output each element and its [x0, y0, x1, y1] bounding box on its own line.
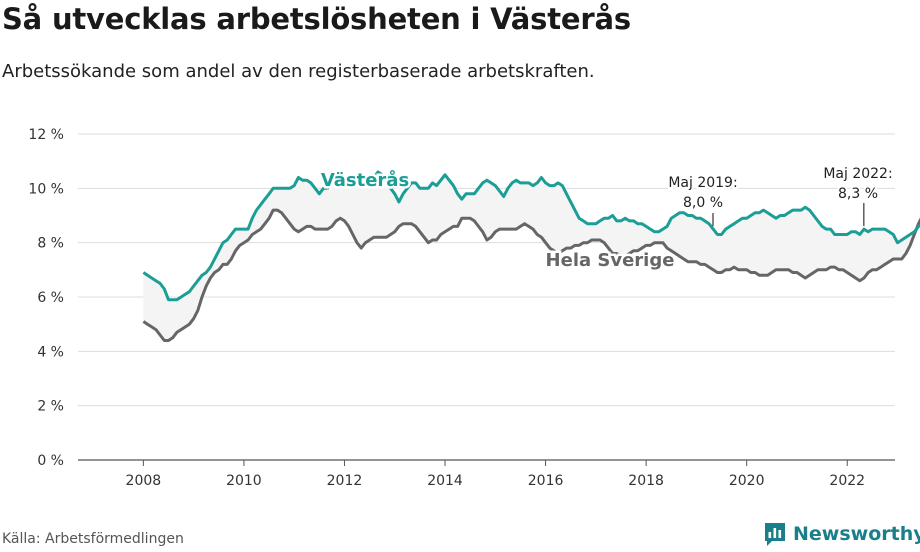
bar-chart-icon — [765, 523, 785, 546]
x-tick-label: 2014 — [427, 473, 463, 489]
brand-name: Newsworthy — [793, 523, 920, 545]
y-tick-label: 0 % — [37, 453, 64, 469]
annotation-maj2022-line1: Maj 2022: — [823, 166, 892, 182]
y-axis: 0 % 2 % 4 % 6 % 8 % 10 % 12 % — [28, 127, 64, 469]
vasteras-label: Västerås — [321, 169, 409, 191]
brand-logo: Newsworthy — [763, 519, 920, 549]
series-labels: Västerås Hela Sverige — [318, 167, 677, 274]
x-tick-label: 2010 — [226, 473, 262, 489]
x-tick-label: 2012 — [327, 473, 363, 489]
series-line-hela-sverige — [142, 208, 920, 342]
line-chart: 2008 2010 2012 2014 2016 2018 2020 2022 0 % 2 % 4… — [28, 127, 920, 489]
series-line-vasteras — [142, 170, 920, 302]
x-tick-label: 2018 — [628, 473, 664, 489]
x-axis: 2008 2010 2012 2014 2016 2018 2020 2022 — [126, 460, 865, 489]
series-lines — [142, 170, 920, 342]
difference-area — [143, 172, 920, 341]
source-note: Källa: Arbetsförmedlingen — [2, 531, 184, 547]
x-tick-label: 2022 — [829, 473, 865, 489]
y-tick-label: 8 % — [37, 236, 64, 252]
chart-subtitle: Arbetssökande som andel av den registerb… — [2, 61, 595, 82]
chart-title: Så utvecklas arbetslösheten i Västerås — [2, 2, 631, 36]
annotation-maj2019-line1: Maj 2019: — [668, 175, 737, 191]
y-tick-label: 2 % — [37, 399, 64, 415]
annotations: Maj 2019: 8,0 % Maj 2022: 8,3 % — [666, 164, 895, 227]
annotation-maj2019-line2: 8,0 % — [683, 195, 723, 211]
x-tick-label: 2016 — [528, 473, 564, 489]
annotation-maj2022-line2: 8,3 % — [838, 186, 878, 202]
x-tick-label: 2020 — [729, 473, 765, 489]
y-tick-label: 6 % — [37, 290, 64, 306]
y-tick-label: 10 % — [28, 181, 64, 197]
difference-band — [143, 172, 920, 341]
y-tick-label: 12 % — [28, 127, 64, 143]
sverige-label: Hela Sverige — [546, 250, 675, 271]
y-tick-label: 4 % — [37, 344, 64, 360]
x-tick-label: 2008 — [126, 473, 162, 489]
